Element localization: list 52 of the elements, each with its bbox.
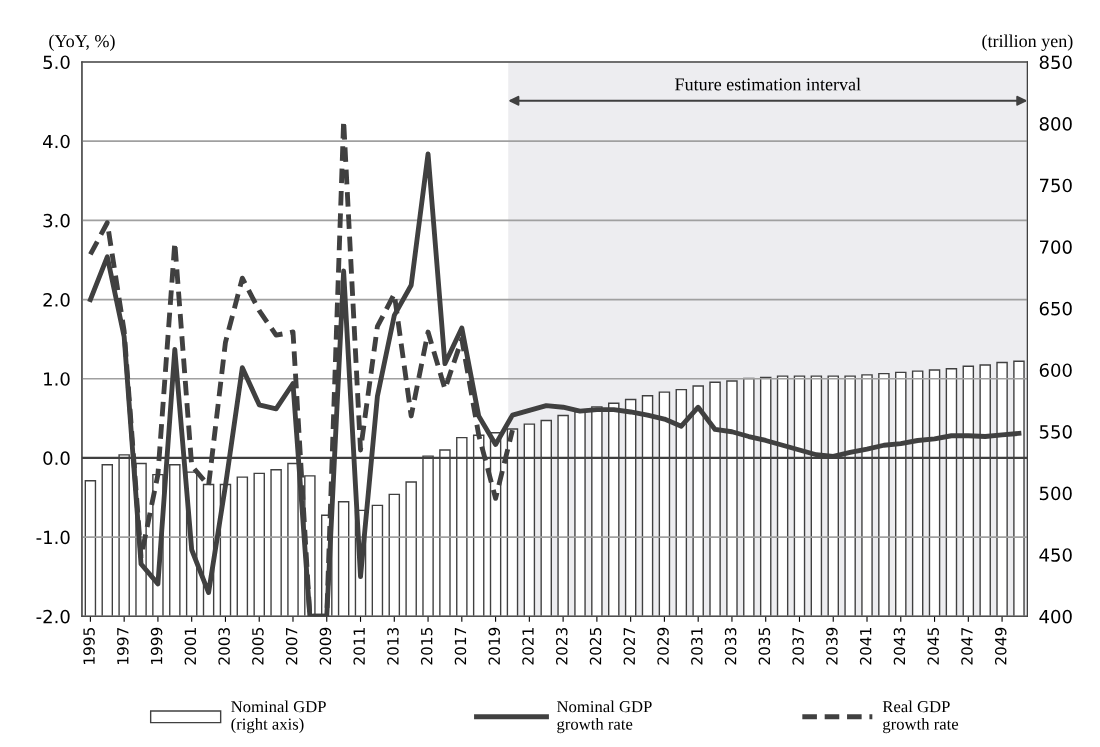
x-tick-label: 2023	[555, 627, 568, 665]
y2-tick-label: 550	[1039, 424, 1072, 439]
x-tick-label: 2039	[826, 627, 838, 665]
x-tick-label: 2013	[387, 627, 399, 665]
x-tick-label: 2029	[657, 627, 669, 665]
x-tick-label: 2045	[927, 628, 939, 665]
y-tick-label: 0.0	[43, 451, 70, 466]
x-tick-label: 2043	[893, 627, 906, 665]
y2-axis-title: (trillion yen)	[982, 34, 1073, 51]
x-tick-label: 2041	[859, 628, 872, 665]
y-tick-label: -2.0	[36, 609, 70, 624]
y-tick-label: 1.0	[44, 372, 70, 386]
y-tick-label: 3.0	[43, 213, 70, 228]
x-tick-label: 2035	[758, 628, 771, 665]
x-tick-label: 2015	[420, 628, 433, 665]
x-tick-label: 2031	[691, 628, 703, 665]
y2-tick-label: 500	[1039, 486, 1072, 501]
x-tick-label: 1995	[83, 628, 95, 664]
x-tick-label: 2025	[589, 628, 602, 665]
x-tick-label: 1997	[117, 628, 129, 664]
y-tick-label: 2.0	[43, 293, 70, 307]
x-tick-label: 2007	[285, 628, 298, 665]
x-tick-label: 2001	[184, 628, 197, 665]
x-tick-label: 2021	[522, 628, 534, 665]
x-tick-label: 2003	[218, 627, 230, 665]
legend-label: Real GDP growth rate	[882, 700, 959, 734]
legend-label: Nominal GDP growth rate	[556, 700, 652, 734]
legend-label: Nominal GDP (right axis)	[231, 700, 326, 734]
y2-tick-label: 700	[1039, 240, 1072, 254]
y2-tick-label: 600	[1039, 363, 1072, 378]
y2-tick-label: 650	[1039, 301, 1072, 316]
x-tick-label: 2011	[353, 628, 365, 665]
x-tick-label: 1999	[150, 627, 163, 664]
band-label: Future estimation interval	[675, 77, 861, 91]
y2-tick-label: 800	[1039, 117, 1072, 131]
x-tick-label: 2009	[319, 627, 332, 665]
x-tick-label: 2027	[623, 628, 636, 665]
y2-tick-label: 450	[1039, 548, 1072, 562]
x-tick-label: 2019	[488, 627, 501, 665]
x-tick-label: 2005	[252, 628, 264, 665]
y2-tick-label: 750	[1039, 178, 1072, 193]
y-tick-label: -1.0	[36, 530, 70, 545]
y2-tick-label: 400	[1039, 609, 1072, 624]
x-tick-label: 2033	[724, 627, 737, 665]
y-axis-title: (YoY, %)	[49, 34, 115, 51]
x-tick-label: 2037	[792, 628, 804, 665]
x-tick-label: 2017	[454, 628, 467, 665]
x-tick-label: 2049	[994, 627, 1007, 665]
x-tick-label: 2047	[961, 628, 973, 665]
y-tick-label: 5.0	[43, 55, 70, 70]
y-tick-label: 4.0	[43, 134, 70, 149]
y2-tick-label: 850	[1039, 55, 1072, 70]
